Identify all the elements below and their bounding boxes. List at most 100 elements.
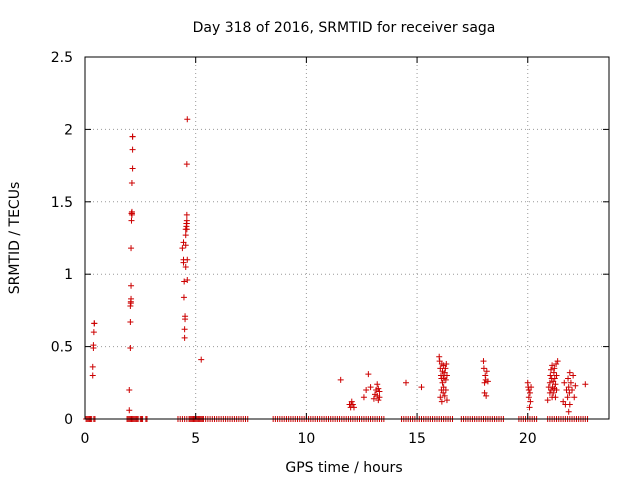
y-tick-label: 2: [64, 122, 73, 138]
data-point: [481, 379, 488, 386]
y-axis-label: SRMTID / TECUs: [7, 182, 23, 295]
data-point: [376, 394, 383, 401]
data-point: [363, 387, 370, 394]
x-tick-label: 10: [297, 431, 315, 447]
data-point: [128, 282, 135, 289]
data-point: [374, 381, 381, 388]
data-point: [349, 401, 356, 408]
data-point: [566, 369, 573, 376]
data-point: [442, 365, 449, 372]
plot-frame: [84, 56, 610, 420]
data-point: [483, 368, 490, 375]
data-point: [441, 392, 448, 399]
data-point: [183, 220, 190, 227]
data-point: [582, 381, 589, 388]
axis-ticks: 0 5 10 15 20 0 0.5 1 1.5 2 2.5: [51, 50, 609, 447]
y-tick-label: 0: [64, 412, 73, 428]
data-point: [337, 376, 344, 383]
data-point: [89, 363, 96, 370]
data-point: [544, 397, 551, 404]
x-tick-label: 0: [81, 431, 90, 447]
x-axis-label: GPS time / hours: [285, 460, 402, 476]
data-point: [553, 387, 560, 394]
data-point: [572, 382, 579, 389]
data-point: [525, 394, 532, 401]
data-point: [528, 384, 535, 391]
data-point: [547, 372, 554, 379]
grid-lines: [85, 57, 609, 419]
data-point: [126, 407, 133, 414]
data-point: [526, 389, 533, 396]
data-point: [571, 394, 578, 401]
data-point: [350, 404, 357, 411]
y-tick-label: 2.5: [51, 50, 73, 66]
data-point: [128, 210, 135, 217]
data-point: [128, 295, 135, 302]
data-point: [90, 329, 97, 336]
data-point: [181, 334, 188, 341]
data-point: [443, 360, 450, 367]
data-point: [564, 394, 571, 401]
x-tick-label: 20: [519, 431, 537, 447]
data-point: [553, 372, 560, 379]
data-point: [370, 395, 377, 402]
data-point: [182, 232, 189, 239]
data-point: [184, 256, 191, 263]
data-point: [565, 384, 572, 391]
data-point: [551, 365, 558, 372]
data-point: [565, 375, 572, 382]
data-point: [181, 278, 188, 285]
data-point: [184, 116, 191, 123]
data-point: [184, 276, 191, 283]
data-point: [183, 211, 190, 218]
data-point: [129, 133, 136, 140]
data-point: [367, 384, 374, 391]
data-point: [546, 379, 553, 386]
data-point: [565, 408, 572, 415]
data-point: [527, 398, 534, 405]
data-point: [198, 356, 205, 363]
chart-title: Day 318 of 2016, SRMTID for receiver sag…: [193, 20, 496, 36]
data-point: [348, 398, 355, 405]
data-point: [438, 398, 445, 405]
data-point: [183, 161, 190, 168]
data-point: [89, 372, 96, 379]
data-point: [375, 397, 382, 404]
data-point: [561, 379, 568, 386]
data-point: [483, 392, 490, 399]
data-point: [443, 397, 450, 404]
data-point: [360, 394, 367, 401]
y-tick-label: 1: [64, 267, 73, 283]
data-point: [126, 387, 133, 394]
y-tick-label: 0.5: [51, 340, 73, 356]
data-point: [375, 385, 382, 392]
y-tick-label: 1.5: [51, 195, 73, 211]
data-point: [128, 179, 135, 186]
data-point: [129, 146, 136, 153]
x-tick-label: 5: [191, 431, 200, 447]
data-point: [526, 404, 533, 411]
data-point: [554, 358, 561, 365]
data-point: [180, 294, 187, 301]
data-point: [129, 165, 136, 172]
data-point: [442, 376, 449, 383]
data-point: [569, 387, 576, 394]
data-point: [484, 378, 491, 385]
data-point: [480, 365, 487, 372]
data-point: [552, 394, 559, 401]
data-point: [127, 318, 134, 325]
data-point: [437, 394, 444, 401]
data-point: [567, 379, 574, 386]
data-point: [128, 217, 135, 224]
data-point: [91, 320, 98, 327]
data-point: [443, 372, 450, 379]
data-point: [181, 326, 188, 333]
data-point: [547, 366, 554, 373]
data-point: [442, 387, 449, 394]
data-point: [552, 381, 559, 388]
data-point: [182, 313, 189, 320]
data-point: [480, 358, 487, 365]
data-point: [128, 245, 135, 252]
data-point: [566, 401, 573, 408]
